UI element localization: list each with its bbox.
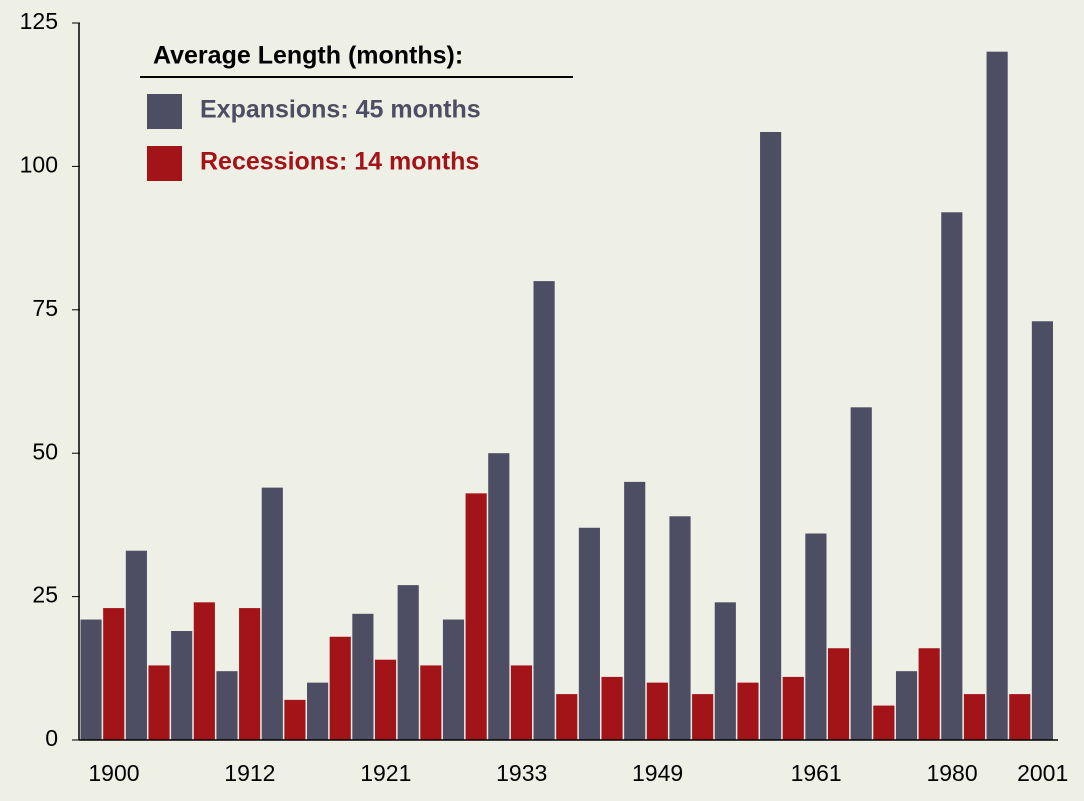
- bar: [397, 585, 419, 740]
- bar: [1009, 694, 1031, 740]
- bar: [601, 676, 623, 740]
- legend-swatch: [147, 94, 182, 129]
- x-tick-label: 2001: [1017, 760, 1068, 786]
- bar: [556, 694, 578, 740]
- bar: [307, 682, 329, 740]
- bar: [827, 648, 850, 740]
- x-tick-label: 1912: [224, 760, 275, 786]
- y-tick-label: 75: [32, 295, 58, 321]
- legend-swatch: [147, 146, 182, 181]
- bar: [488, 453, 510, 740]
- bar: [918, 648, 940, 740]
- y-tick-label: 25: [32, 582, 58, 608]
- y-tick-label: 125: [20, 8, 58, 34]
- bar: [103, 608, 125, 740]
- bar: [714, 602, 736, 740]
- bar: [624, 481, 646, 740]
- bar: [465, 493, 487, 740]
- bar: [148, 665, 170, 740]
- bar: [986, 51, 1008, 741]
- bar: [578, 527, 600, 740]
- bar: [669, 516, 691, 740]
- x-tick-label: 1900: [88, 760, 139, 786]
- bar: [329, 636, 351, 740]
- bar: [1031, 321, 1053, 740]
- bar: [510, 665, 533, 740]
- bar: [850, 407, 872, 740]
- bar: [261, 487, 283, 740]
- bar: [239, 608, 261, 740]
- x-tick-label: 1980: [926, 760, 977, 786]
- bar: [782, 676, 804, 740]
- legend-label: Recessions: 14 months: [200, 148, 479, 176]
- bar: [963, 694, 986, 740]
- bar: [171, 631, 193, 740]
- bar: [374, 659, 397, 740]
- x-tick-label: 1949: [632, 760, 683, 786]
- y-tick-label: 100: [20, 151, 58, 177]
- bar: [941, 212, 963, 741]
- bar: [284, 699, 306, 740]
- x-tick-label: 1933: [496, 760, 547, 786]
- bar: [80, 619, 102, 740]
- y-tick-label: 50: [32, 438, 58, 464]
- bar: [760, 131, 782, 740]
- bar: [216, 671, 238, 740]
- bar: [737, 682, 759, 740]
- bar: [646, 682, 668, 740]
- x-tick-label: 1961: [791, 760, 842, 786]
- legend-label: Expansions: 45 months: [200, 96, 481, 124]
- bar: [805, 533, 827, 740]
- bar: [692, 694, 714, 740]
- bar: [533, 281, 555, 740]
- x-tick-label: 1921: [360, 760, 411, 786]
- bar: [193, 602, 215, 740]
- y-tick-label: 0: [45, 725, 58, 751]
- bar: [442, 619, 465, 740]
- bar: [895, 671, 918, 740]
- bar: [873, 705, 895, 740]
- bar: [420, 665, 442, 740]
- bar: [125, 550, 147, 740]
- bar: [352, 613, 374, 740]
- legend-title: Average Length (months):: [153, 42, 463, 70]
